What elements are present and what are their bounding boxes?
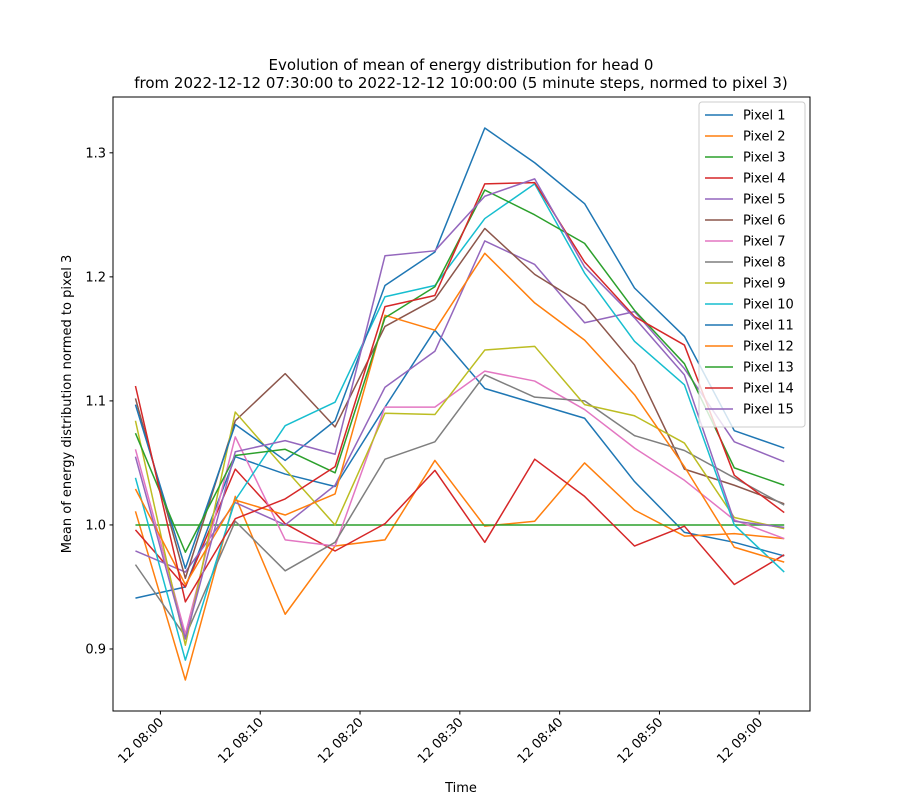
legend: Pixel 1 Pixel 2 Pixel 3 Pixel 4 Pixel 5 Pixel…: [698, 101, 806, 428]
x-tick-label: 12 09:00: [714, 715, 766, 767]
legend-entry-label: Pixel 12: [743, 340, 794, 355]
legend-entry-label: Pixel 5: [743, 193, 785, 208]
legend-entry-label: Pixel 11: [743, 319, 794, 334]
legend-entry-label: Pixel 2: [743, 130, 785, 145]
y-tick-label: 1.0: [85, 518, 106, 533]
legend-entry-label: Pixel 13: [743, 361, 794, 376]
legend-entry-label: Pixel 6: [743, 214, 785, 229]
x-tick-label: 12 08:40: [515, 715, 567, 767]
x-tick-label: 12 08:10: [215, 715, 267, 767]
x-tick-label: 12 08:50: [615, 715, 667, 767]
series-line-pixel-2: [134, 459, 785, 681]
series-lines: [134, 127, 785, 681]
series-line-pixel-5: [135, 240, 785, 573]
series-line-pixel-1: [135, 329, 785, 599]
chart-title-line1: Evolution of mean of energy distribution…: [269, 56, 654, 74]
chart-title-line2: from 2022-12-12 07:30:00 to 2022-12-12 1…: [134, 74, 788, 92]
x-axis: 12 08:00 12 08:10 12 08:20 12 08:30 12 08:40…: [116, 711, 766, 767]
series-line-pixel-7: [134, 370, 785, 635]
series-line-pixel-11: [134, 127, 785, 570]
y-tick-label: 0.9: [85, 642, 106, 657]
series-line-pixel-9: [134, 345, 785, 647]
y-axis-label: Mean of energy distribution normed to pi…: [60, 255, 75, 554]
legend-entry-label: Pixel 15: [743, 403, 794, 418]
x-tick-label: 12 08:20: [315, 715, 367, 767]
legend-entry-label: Pixel 1: [743, 109, 785, 124]
y-tick-label: 1.3: [85, 146, 106, 161]
y-tick-label: 1.2: [85, 270, 106, 285]
x-axis-label: Time: [444, 781, 477, 796]
series-line-pixel-12: [134, 252, 785, 586]
x-tick-label: 12 08:00: [116, 715, 168, 767]
legend-entry-label: Pixel 9: [743, 277, 785, 292]
series-line-pixel-8: [134, 374, 785, 638]
x-tick-label: 12 08:30: [415, 715, 467, 767]
series-line-pixel-4: [134, 458, 785, 588]
plot-frame: [112, 96, 811, 712]
legend-entry-label: Pixel 14: [743, 382, 794, 397]
y-axis: 0.9 1.0 1.1 1.2 1.3: [85, 146, 113, 657]
legend-entry-label: Pixel 4: [743, 172, 785, 187]
series-line-pixel-6: [134, 227, 785, 580]
legend-entry-label: Pixel 3: [743, 151, 785, 166]
y-tick-label: 1.1: [85, 394, 106, 409]
series-line-pixel-10: [134, 183, 785, 661]
legend-entry-label: Pixel 8: [743, 256, 785, 271]
series-line-pixel-14: [134, 181, 785, 603]
series-line-pixel-15: [134, 178, 785, 640]
legend-entry-label: Pixel 10: [743, 298, 794, 313]
legend-entry-label: Pixel 7: [743, 235, 785, 250]
